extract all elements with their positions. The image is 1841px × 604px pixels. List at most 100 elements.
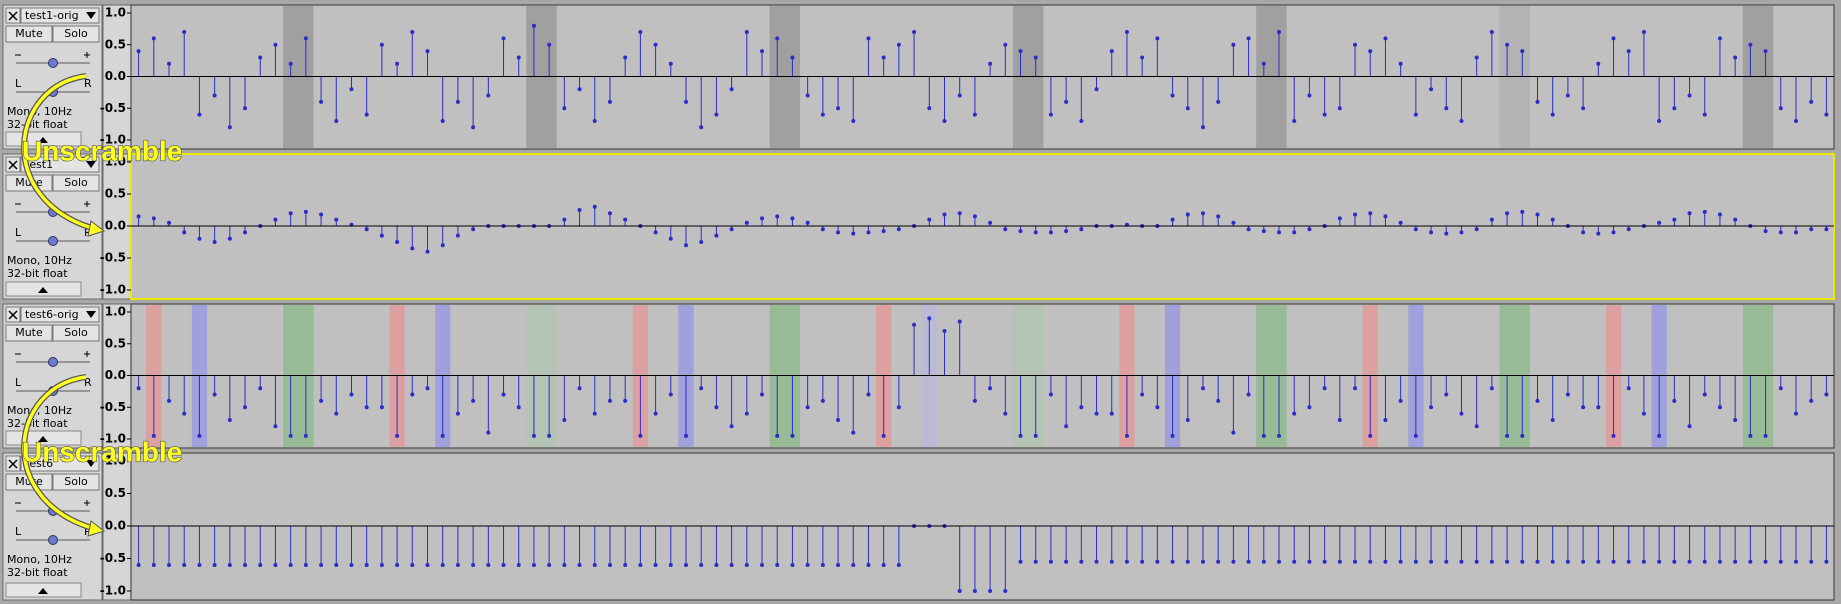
sample-dot: [714, 233, 719, 238]
sample-dot: [136, 386, 141, 391]
mute-button[interactable]: [5, 324, 53, 342]
sample: [1064, 526, 1069, 564]
y-tick-label: 1.0: [105, 155, 126, 169]
sample: [927, 217, 932, 226]
sample: [577, 208, 582, 226]
sample: [1702, 375, 1707, 397]
sample: [1155, 36, 1160, 77]
sample: [425, 49, 430, 77]
sample: [1793, 526, 1798, 564]
sample-dot: [1322, 559, 1327, 564]
sample: [851, 375, 856, 435]
sample-dot: [1444, 106, 1449, 111]
sample: [1413, 526, 1418, 564]
pan-slider-thumb[interactable]: [48, 535, 58, 545]
gain-slider-thumb[interactable]: [48, 58, 58, 68]
sample: [1383, 36, 1388, 77]
collapse-arrow: [38, 436, 48, 442]
solo-button[interactable]: [52, 25, 100, 43]
sample: [531, 526, 536, 567]
sample-dot: [699, 240, 704, 244]
sample: [805, 375, 810, 410]
dropdown-arrow: [86, 161, 96, 168]
sample-dot: [1535, 212, 1540, 217]
track-info: 32-bit float: [7, 566, 68, 579]
y-tick-label: 1.0: [105, 454, 126, 468]
sample: [1353, 526, 1358, 564]
sample-dot: [790, 563, 795, 567]
sample: [440, 76, 445, 123]
sample-dot: [957, 589, 962, 593]
sample: [1565, 375, 1570, 397]
pan-slider-thumb[interactable]: [48, 236, 58, 246]
sample: [1535, 76, 1540, 104]
sample: [1140, 526, 1145, 564]
sample-dot: [1520, 559, 1525, 564]
sample-dot: [410, 563, 415, 567]
sample-dot: [1550, 417, 1555, 422]
sample: [790, 216, 795, 226]
sample-dot: [288, 433, 293, 438]
sample-dot: [1489, 559, 1494, 564]
sample-dot: [744, 30, 749, 35]
sample-dot: [805, 563, 810, 567]
track-name-menu[interactable]: [20, 306, 100, 323]
sample: [1322, 526, 1327, 564]
gain-slider-thumb[interactable]: [48, 357, 58, 367]
mute-button[interactable]: [5, 25, 53, 43]
sample: [1231, 42, 1236, 77]
sample-dot: [136, 49, 141, 54]
sample: [1474, 226, 1479, 232]
sample: [1185, 212, 1190, 226]
sample-dot: [334, 118, 339, 123]
sample-dot: [1216, 99, 1221, 104]
sample: [1033, 375, 1038, 438]
sample: [607, 375, 612, 403]
solo-button[interactable]: [52, 174, 100, 192]
sample: [1596, 226, 1601, 236]
sample: [1307, 526, 1312, 564]
sample-dot: [395, 563, 400, 567]
sample: [1657, 526, 1662, 564]
sample: [410, 30, 415, 77]
sample: [1672, 526, 1677, 564]
solo-label: Solo: [64, 475, 88, 488]
sample: [775, 375, 780, 438]
sample: [1048, 375, 1053, 397]
track-name-menu[interactable]: [20, 156, 100, 173]
sample-dot: [683, 433, 688, 438]
sample-dot: [972, 398, 977, 403]
pan-left-label: L: [15, 77, 22, 90]
y-tick-label: -1.0: [100, 584, 126, 598]
sample-dot: [1763, 49, 1768, 54]
sample-dot: [1505, 42, 1510, 47]
sample-dot: [1094, 411, 1099, 416]
annotation-arrow: [22, 74, 93, 230]
sample: [1155, 375, 1160, 410]
sample: [1474, 55, 1479, 77]
sample: [1641, 30, 1646, 77]
y-tick-label: -1.0: [100, 283, 126, 297]
sample: [653, 226, 658, 235]
y-tick-label: -1.0: [100, 133, 126, 147]
sample-dot: [197, 236, 202, 241]
sample-dot: [1444, 231, 1449, 236]
sample-dot: [1140, 559, 1145, 564]
track-info: 32-bit float: [7, 417, 68, 430]
sample: [1763, 526, 1768, 564]
sample-dot: [1079, 118, 1084, 123]
sample: [1307, 375, 1312, 410]
track-name-menu[interactable]: [20, 455, 100, 472]
sample: [1657, 375, 1662, 438]
solo-button[interactable]: [52, 324, 100, 342]
sample: [1246, 36, 1251, 77]
sample-dot: [1474, 55, 1479, 60]
dropdown-arrow: [86, 12, 96, 19]
sample-dot: [516, 55, 521, 60]
sample: [760, 375, 765, 397]
track-name-menu[interactable]: [20, 7, 100, 24]
solo-button[interactable]: [52, 473, 100, 491]
sample: [1322, 76, 1327, 117]
sample-dot: [1596, 61, 1601, 66]
sample: [243, 76, 248, 111]
